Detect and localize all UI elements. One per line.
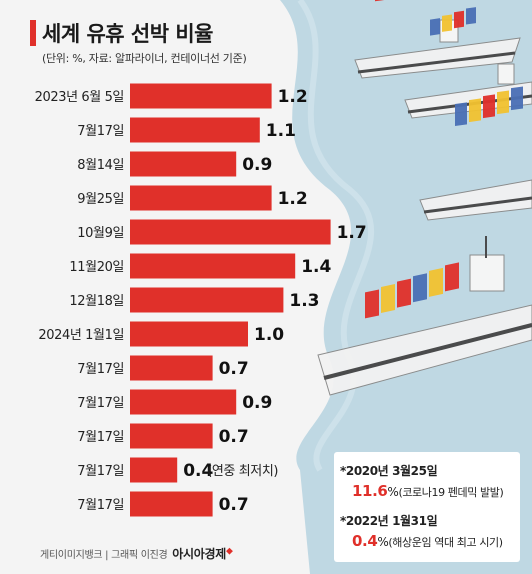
bar bbox=[130, 355, 213, 381]
value-label: 1.2 bbox=[278, 87, 308, 107]
category-label: 7월17일 bbox=[77, 430, 124, 445]
category-label: 10월9일 bbox=[77, 226, 124, 241]
bar bbox=[130, 423, 213, 449]
bar bbox=[130, 253, 296, 279]
value-label: 0.7 bbox=[219, 495, 249, 515]
footer-credit-text: 게티이미지뱅크 | 그래픽 이진경 bbox=[40, 550, 168, 561]
bar bbox=[130, 457, 178, 483]
category-label: 12월18일 bbox=[69, 294, 124, 309]
bar bbox=[130, 389, 237, 415]
note-1-line: 11.6%(코로나19 펜데믹 발발) bbox=[352, 482, 504, 500]
value-label: 0.9 bbox=[242, 155, 272, 175]
note-1-date: *2020년 3월25일 bbox=[340, 464, 438, 478]
bar bbox=[130, 83, 272, 109]
category-label: 8월14일 bbox=[77, 158, 124, 173]
title-accent-bar bbox=[30, 20, 36, 46]
notes-box: *2020년 3월25일 11.6%(코로나19 펜데믹 발발) *2022년 … bbox=[334, 452, 520, 562]
value-label: 1.0 bbox=[254, 325, 284, 345]
value-label: 0.7 bbox=[219, 359, 249, 379]
category-label: 7월17일 bbox=[77, 362, 124, 377]
value-annotation: (연중 최저치) bbox=[207, 464, 278, 479]
note-2-line: 0.4%(해상운임 역대 최고 시기) bbox=[352, 532, 503, 550]
note-2-unit: % bbox=[377, 535, 389, 549]
value-label: 1.2 bbox=[278, 189, 308, 209]
note-1-value: 11.6 bbox=[352, 482, 388, 500]
bar bbox=[130, 491, 213, 517]
note-2-desc: (해상운임 역대 최고 시기) bbox=[388, 536, 503, 549]
value-label: 0.7 bbox=[219, 427, 249, 447]
value-label: 0.4 bbox=[183, 461, 213, 481]
category-label: 11월20일 bbox=[69, 260, 124, 275]
brand-mark-icon: ◆ bbox=[226, 546, 233, 557]
ship-4 bbox=[317, 236, 532, 396]
category-label: 2023년 6월 5일 bbox=[35, 90, 124, 105]
bar bbox=[130, 219, 331, 245]
value-label: 1.3 bbox=[289, 291, 319, 311]
value-label: 0.9 bbox=[242, 393, 272, 413]
footer-credit: 게티이미지뱅크 | 그래픽 이진경 아시아경제◆ bbox=[40, 545, 233, 562]
note-1-unit: % bbox=[387, 485, 399, 499]
sea-wave bbox=[297, 0, 375, 472]
bar bbox=[130, 287, 284, 313]
note-2-value: 0.4 bbox=[352, 532, 378, 550]
value-label: 1.7 bbox=[337, 223, 367, 243]
category-label: 7월17일 bbox=[77, 396, 124, 411]
category-label: 7월17일 bbox=[77, 464, 124, 479]
ship-3 bbox=[419, 86, 532, 221]
bar bbox=[130, 117, 260, 143]
bar bbox=[130, 151, 237, 177]
chart-subtitle: (단위: %, 자료: 알파라이너, 컨테이너선 기준) bbox=[42, 52, 247, 65]
category-label: 7월17일 bbox=[77, 498, 124, 513]
footer-brand: 아시아경제 bbox=[172, 547, 226, 561]
note-2-date: *2022년 1월31일 bbox=[340, 514, 438, 528]
category-label: 9월25일 bbox=[77, 192, 124, 207]
bar bbox=[130, 185, 272, 211]
chart-title: 세계 유휴 선박 비율 bbox=[42, 22, 214, 46]
category-label: 7월17일 bbox=[77, 124, 124, 139]
category-label: 2024년 1월1일 bbox=[38, 328, 124, 343]
value-label: 1.4 bbox=[301, 257, 331, 277]
value-label: 1.1 bbox=[266, 121, 296, 141]
note-1-desc: (코로나19 펜데믹 발발) bbox=[398, 486, 504, 499]
bar bbox=[130, 321, 248, 347]
